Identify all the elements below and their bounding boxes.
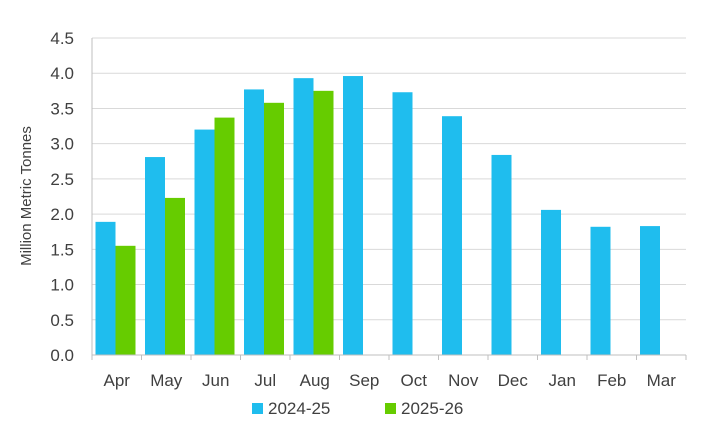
bar-2024-25-Oct xyxy=(392,92,413,356)
bar-2024-25-Jun xyxy=(194,129,215,355)
x-tick-label: Jan xyxy=(549,371,576,390)
bar-2024-25-Sep xyxy=(343,76,363,355)
x-tick-label: Jul xyxy=(254,371,276,390)
y-tick-label: 3.5 xyxy=(50,99,74,118)
y-tick-label: 1.0 xyxy=(50,276,74,295)
y-axis-label: Million Metric Tonnes xyxy=(18,126,35,266)
bar-2025-26-Apr xyxy=(115,245,136,355)
x-tick-label: May xyxy=(150,371,183,390)
bar-2025-26-May xyxy=(165,197,185,355)
y-tick-label: 2.5 xyxy=(50,170,74,189)
x-tick-label: Jun xyxy=(202,371,229,390)
legend: 2024-25 2025-26 xyxy=(252,399,463,418)
bar-2024-25-Apr xyxy=(95,221,116,355)
x-tick-label: Dec xyxy=(498,371,529,390)
y-tick-label: 4.5 xyxy=(50,29,74,48)
legend-swatch xyxy=(385,403,396,414)
x-tick-label: Mar xyxy=(647,371,677,390)
bar-2025-26-Aug xyxy=(313,90,334,355)
bar-2024-25-Jan xyxy=(541,209,561,355)
bar-2024-25-Nov xyxy=(442,116,462,356)
x-tick-label: Sep xyxy=(349,371,379,390)
bar-2025-26-Jun xyxy=(214,117,235,355)
bar-2025-26-Jul xyxy=(264,102,284,355)
bar-2024-25-Aug xyxy=(293,78,314,356)
y-tick-label: 3.0 xyxy=(50,135,74,154)
y-tick-label: 4.0 xyxy=(50,64,74,83)
bar-2024-25-May xyxy=(145,157,165,355)
legend-swatch xyxy=(252,403,263,414)
legend-label: 2025-26 xyxy=(401,399,463,418)
bar-2024-25-Jul xyxy=(244,89,264,356)
x-tick-label: Nov xyxy=(448,371,479,390)
gridlines xyxy=(92,37,686,321)
x-tick-label: Apr xyxy=(104,371,131,390)
x-tick-label: Feb xyxy=(597,371,626,390)
y-tick-labels: 0.0 0.5 1.0 1.5 2.0 2.5 3.0 3.5 4.0 4.5 xyxy=(50,29,74,365)
bar-2024-25-Mar xyxy=(640,226,660,355)
bars xyxy=(95,76,660,356)
x-tick-label: Oct xyxy=(401,371,428,390)
y-tick-label: 0.0 xyxy=(50,346,74,365)
bar-2024-25-Feb xyxy=(590,226,611,355)
y-tick-label: 2.0 xyxy=(50,205,74,224)
y-tick-label: 0.5 xyxy=(50,311,74,330)
x-tick-labels: Apr May Jun Jul Aug Sep Oct Nov Dec Jan Feb Mar xyxy=(104,371,677,390)
y-tick-label: 1.5 xyxy=(50,240,74,259)
axes xyxy=(91,38,687,360)
legend-label: 2024-25 xyxy=(268,399,330,418)
bar-2024-25-Dec xyxy=(491,154,512,355)
x-tick-label: Aug xyxy=(300,371,330,390)
